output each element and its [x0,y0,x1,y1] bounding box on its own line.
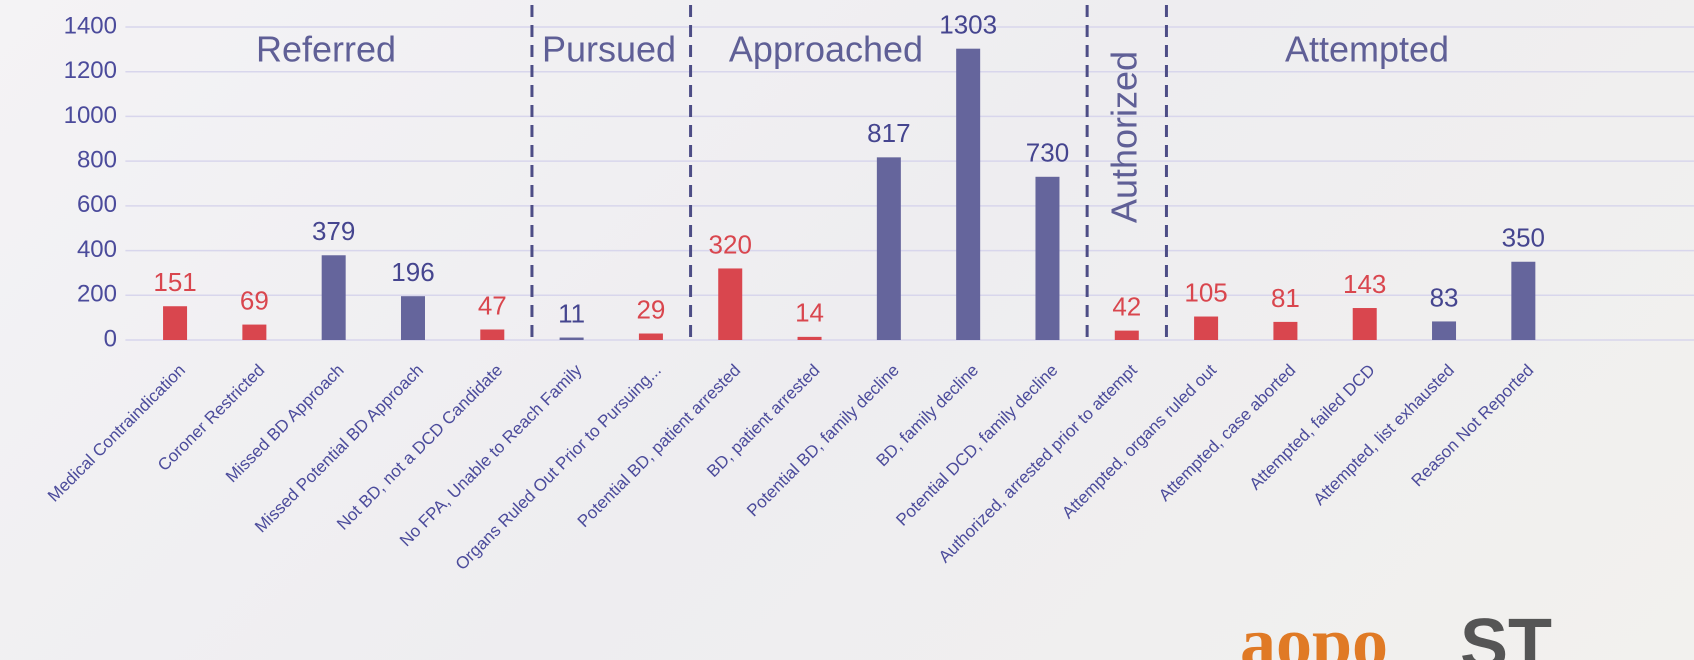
bar [400,296,425,340]
data-label: 14 [795,298,824,328]
logo-left: aopo [1240,603,1388,660]
bar [876,157,901,340]
x-tick-label: Potential BD, patient arrested [574,361,744,531]
data-label: 81 [1271,283,1300,313]
y-tick-label: 1200 [64,57,117,84]
bar [1352,308,1377,340]
bar [638,333,663,340]
logo-right: ST [1460,605,1552,660]
x-tick-label: Potential BD, family decline [743,361,903,521]
bar [718,268,743,340]
x-tick-label: Potential DCD, family decline [892,361,1061,530]
bar [1114,330,1139,340]
data-label: 69 [240,285,269,315]
x-tick-label: Medical Contraindication [44,361,189,506]
bar [1194,316,1219,340]
bar [956,48,981,340]
data-label: 379 [312,216,355,246]
data-label: 320 [709,229,752,259]
data-label: 817 [867,118,910,148]
section-label: Attempted [1285,29,1449,70]
y-tick-label: 600 [77,191,117,218]
data-label: 29 [636,294,665,324]
bar [480,329,505,340]
bar [1273,321,1298,340]
bar [242,324,267,340]
x-tick-label: Attempted, list exhausted [1310,361,1458,509]
data-label: 143 [1343,269,1386,299]
bar [1035,176,1060,340]
bar [797,336,822,340]
y-tick-label: 800 [77,146,117,173]
bar [163,306,188,340]
y-tick-label: 400 [77,236,117,263]
y-tick-label: 1000 [64,102,117,129]
data-label: 730 [1026,138,1069,168]
data-label: 196 [391,257,434,287]
data-label: 151 [153,267,196,297]
bar [559,337,584,340]
x-tick-label: Attempted, organs ruled out [1058,360,1220,522]
data-label: 42 [1112,291,1141,321]
data-label: 350 [1502,223,1545,253]
section-label: Authorized [1104,51,1145,223]
data-label: 83 [1430,282,1459,312]
x-tick-label: Missed Potential BD Approach [251,361,427,537]
bar [1511,261,1536,340]
bar [321,255,346,340]
section-label: Referred [256,29,396,70]
y-tick-label: 1400 [64,12,117,39]
data-label: 105 [1184,277,1227,307]
data-label: 1303 [939,10,997,40]
data-label: 47 [478,290,507,320]
x-tick-label: Not BD, not a DCD Candidate [333,361,506,534]
section-label: Approached [729,29,923,70]
section-label: Pursued [542,29,676,70]
y-tick-label: 0 [104,325,117,352]
x-tick-label: Attempted, case aborted [1155,361,1299,505]
bar [1432,321,1457,340]
y-tick-label: 200 [77,281,117,308]
data-label: 11 [558,298,585,328]
